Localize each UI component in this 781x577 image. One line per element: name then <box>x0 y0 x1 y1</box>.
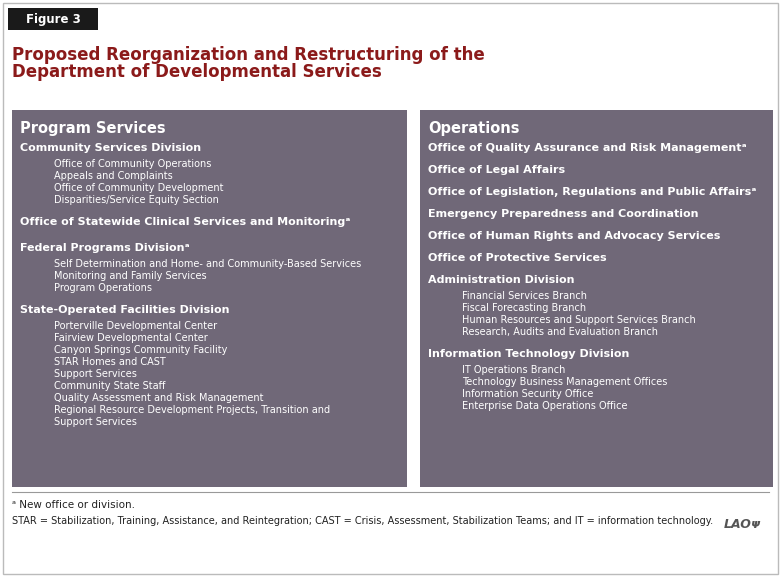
Text: Office of Community Development: Office of Community Development <box>54 183 223 193</box>
Text: Office of Legal Affairs: Office of Legal Affairs <box>428 165 565 175</box>
Text: Appeals and Complaints: Appeals and Complaints <box>54 171 173 181</box>
Text: State-Operated Facilities Division: State-Operated Facilities Division <box>20 305 230 315</box>
Text: Financial Services Branch: Financial Services Branch <box>462 291 587 301</box>
Text: Information Security Office: Information Security Office <box>462 389 594 399</box>
Text: IT Operations Branch: IT Operations Branch <box>462 365 565 375</box>
Text: Office of Human Rights and Advocacy Services: Office of Human Rights and Advocacy Serv… <box>428 231 720 241</box>
Text: Office of Community Operations: Office of Community Operations <box>54 159 212 169</box>
Text: Quality Assessment and Risk Management: Quality Assessment and Risk Management <box>54 393 263 403</box>
Text: Office of Statewide Clinical Services and Monitoringᵃ: Office of Statewide Clinical Services an… <box>20 217 351 227</box>
Text: Fiscal Forecasting Branch: Fiscal Forecasting Branch <box>462 303 586 313</box>
Text: Community State Staff: Community State Staff <box>54 381 166 391</box>
Text: Office of Quality Assurance and Risk Managementᵃ: Office of Quality Assurance and Risk Man… <box>428 143 747 153</box>
Text: Monitoring and Family Services: Monitoring and Family Services <box>54 271 207 281</box>
FancyBboxPatch shape <box>12 110 407 487</box>
Text: Technology Business Management Offices: Technology Business Management Offices <box>462 377 668 387</box>
Text: Disparities/Service Equity Section: Disparities/Service Equity Section <box>54 195 219 205</box>
Text: Office of Legislation, Regulations and Public Affairsᵃ: Office of Legislation, Regulations and P… <box>428 187 756 197</box>
Text: Support Services: Support Services <box>54 417 137 427</box>
Text: Research, Audits and Evaluation Branch: Research, Audits and Evaluation Branch <box>462 327 658 337</box>
Text: LAOᴪ: LAOᴪ <box>724 518 761 530</box>
Text: Administration Division: Administration Division <box>428 275 575 285</box>
Text: Canyon Springs Community Facility: Canyon Springs Community Facility <box>54 345 227 355</box>
Text: Federal Programs Divisionᵃ: Federal Programs Divisionᵃ <box>20 243 190 253</box>
Text: Porterville Developmental Center: Porterville Developmental Center <box>54 321 217 331</box>
Text: Self Determination and Home- and Community-Based Services: Self Determination and Home- and Communi… <box>54 259 362 269</box>
Text: Program Services: Program Services <box>20 121 166 136</box>
Text: Figure 3: Figure 3 <box>26 13 80 25</box>
FancyBboxPatch shape <box>8 8 98 30</box>
Text: Proposed Reorganization and Restructuring of the: Proposed Reorganization and Restructurin… <box>12 46 485 64</box>
Text: Department of Developmental Services: Department of Developmental Services <box>12 63 382 81</box>
Text: Emergency Preparedness and Coordination: Emergency Preparedness and Coordination <box>428 209 698 219</box>
Text: STAR Homes and CAST: STAR Homes and CAST <box>54 357 166 367</box>
Text: Information Technology Division: Information Technology Division <box>428 349 629 359</box>
Text: Operations: Operations <box>428 121 519 136</box>
Text: ᵃ New office or division.: ᵃ New office or division. <box>12 500 135 510</box>
Text: Human Resources and Support Services Branch: Human Resources and Support Services Bra… <box>462 315 696 325</box>
Text: Office of Protective Services: Office of Protective Services <box>428 253 607 263</box>
Text: Enterprise Data Operations Office: Enterprise Data Operations Office <box>462 401 627 411</box>
FancyBboxPatch shape <box>420 110 773 487</box>
Text: Regional Resource Development Projects, Transition and: Regional Resource Development Projects, … <box>54 405 330 415</box>
Text: STAR = Stabilization, Training, Assistance, and Reintegration; CAST = Crisis, As: STAR = Stabilization, Training, Assistan… <box>12 516 713 526</box>
Text: Fairview Developmental Center: Fairview Developmental Center <box>54 333 208 343</box>
Text: Support Services: Support Services <box>54 369 137 379</box>
Text: Program Operations: Program Operations <box>54 283 152 293</box>
Text: Community Services Division: Community Services Division <box>20 143 201 153</box>
